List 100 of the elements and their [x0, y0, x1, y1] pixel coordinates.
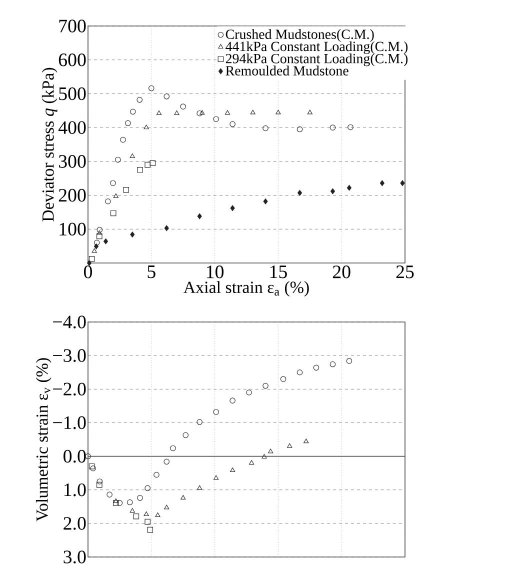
- legend-label: 441kPa Constant Loading(C.M.): [226, 41, 408, 54]
- point: [197, 213, 202, 220]
- point: [268, 448, 274, 454]
- point: [123, 186, 129, 193]
- point: [94, 240, 100, 246]
- point: [88, 256, 95, 262]
- point: [144, 124, 149, 130]
- point: [249, 460, 254, 465]
- point: [230, 205, 235, 212]
- y-tick-label: −4.0: [53, 316, 86, 328]
- point: [144, 162, 150, 168]
- point: [196, 110, 202, 116]
- y-tick-label: −1.0: [53, 416, 86, 430]
- y-tick-label: 3.0: [64, 550, 86, 564]
- point: [104, 238, 108, 244]
- y-tick-label: 500: [59, 87, 86, 100]
- point: [313, 364, 320, 371]
- y-tick-label: 200: [58, 188, 86, 202]
- point: [90, 465, 96, 472]
- legend-label: 294kPa Constant Loading(C.M.): [226, 54, 408, 66]
- point: [230, 121, 236, 128]
- point: [155, 512, 160, 517]
- point: [182, 432, 189, 438]
- point: [230, 467, 236, 472]
- point: [113, 193, 118, 198]
- x-tick-label: 5: [148, 266, 156, 278]
- x-tick-label: 10: [206, 266, 224, 278]
- point: [88, 463, 95, 470]
- point: [213, 409, 219, 415]
- y-axis-title: Volumetric strain ε$_{v}$ (%): [36, 358, 52, 522]
- point: [144, 518, 150, 525]
- point: [164, 504, 170, 510]
- point: [130, 153, 135, 158]
- point: [180, 104, 186, 110]
- point: [348, 124, 354, 130]
- point: [230, 398, 236, 404]
- point: [110, 180, 116, 186]
- y-axis-title: Deviator stress q (kPa): [42, 68, 58, 222]
- point: [130, 508, 135, 513]
- point: [276, 110, 281, 114]
- point: [263, 198, 268, 204]
- point: [106, 492, 112, 498]
- y-tick-label: 1.0: [64, 483, 86, 496]
- point: [330, 361, 336, 368]
- point: [280, 376, 286, 382]
- point: [133, 513, 140, 520]
- legend-label: Remoulded Mudstone: [226, 66, 348, 76]
- point: [262, 454, 267, 459]
- point: [96, 478, 103, 484]
- point: [125, 120, 131, 126]
- point: [130, 232, 135, 238]
- point: [112, 500, 119, 506]
- x-tick-label: 25: [396, 266, 414, 278]
- point: [213, 116, 219, 122]
- point: [96, 230, 102, 235]
- point: [164, 458, 170, 465]
- point: [126, 499, 133, 506]
- y-tick-label: 400: [58, 121, 86, 134]
- point: [296, 369, 303, 376]
- point: [304, 438, 309, 444]
- point: [87, 260, 92, 266]
- point: [224, 110, 230, 115]
- point: [197, 485, 202, 490]
- point: [307, 110, 312, 114]
- x-tick-label: 20: [332, 266, 350, 278]
- point: [174, 110, 180, 115]
- point: [330, 124, 336, 130]
- point: [200, 110, 205, 115]
- point: [148, 85, 154, 92]
- point: [136, 96, 143, 103]
- point: [144, 485, 150, 492]
- point: [287, 443, 292, 448]
- point: [130, 108, 136, 115]
- point: [147, 526, 154, 533]
- y-tick-label: 2.0: [64, 517, 86, 530]
- y-tick-label: 600: [58, 53, 86, 66]
- point: [164, 94, 170, 100]
- legend-label: Crushed Mudstones(C.M.): [226, 29, 374, 42]
- point: [115, 156, 121, 163]
- point: [262, 382, 268, 389]
- y-tick-label: 700: [59, 20, 86, 32]
- point: [113, 498, 118, 503]
- point: [156, 110, 162, 115]
- point: [250, 110, 256, 114]
- point: [246, 390, 252, 396]
- point: [262, 125, 268, 132]
- point: [298, 190, 302, 196]
- point: [96, 226, 103, 233]
- point: [400, 180, 405, 186]
- point: [144, 511, 149, 516]
- point: [105, 198, 111, 204]
- point: [346, 184, 352, 191]
- y-tick-label: −2.0: [53, 382, 86, 396]
- point: [120, 136, 126, 143]
- x-tick-label: 0: [84, 266, 92, 278]
- point: [346, 358, 352, 364]
- point: [330, 188, 335, 194]
- point: [214, 475, 219, 480]
- point: [94, 244, 98, 250]
- y-tick-label: −3.0: [53, 349, 86, 362]
